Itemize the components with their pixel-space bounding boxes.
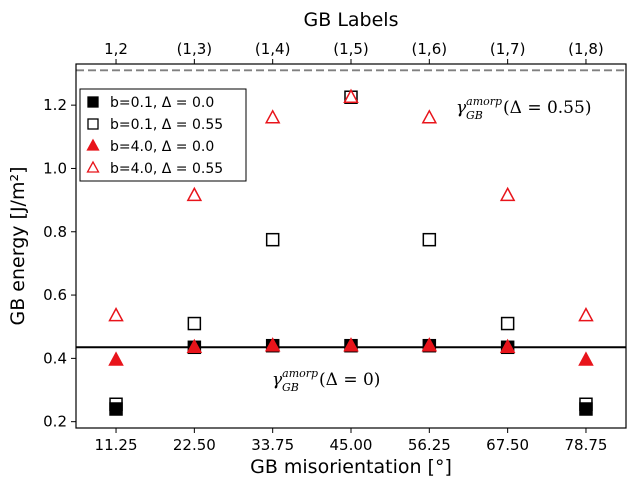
data-point-triangle [499, 186, 516, 202]
y-axis: 0.2 0.4 0.6 0.8 1.0 1.2 [43, 96, 76, 431]
data-point-triangle [343, 337, 359, 352]
y-tick-label: 0.6 [43, 286, 67, 304]
legend-label: b=0.1, Δ = 0.0 [110, 95, 214, 111]
top-tick-label: (1,7) [490, 40, 526, 58]
data-point-square [109, 402, 123, 416]
data-point-square [265, 232, 280, 247]
data-point-triangle [186, 186, 203, 202]
top-tick-label: (1,3) [177, 40, 213, 58]
data-point-triangle [578, 351, 594, 366]
top-x-axis: 1,2 (1,3) (1,4) (1,5) (1,6) (1,7) (1,8) [104, 40, 604, 64]
data-point-triangle [499, 338, 516, 354]
data-point-square [579, 397, 593, 412]
series-4 [108, 88, 594, 322]
legend-label: b=4.0, Δ = 0.55 [110, 161, 223, 177]
data-point-square [579, 402, 593, 416]
x-tick-label: 67.50 [486, 436, 529, 454]
series-2 [109, 90, 593, 412]
x-tick-label: 11.25 [95, 436, 138, 454]
y-axis-title: GB energy [J/m²] [7, 167, 29, 326]
data-point-triangle [186, 338, 203, 354]
x-tick-label: 78.75 [564, 436, 607, 454]
y-tick-label: 1.2 [43, 96, 67, 114]
y-tick-label: 0.2 [43, 413, 67, 431]
legend-marker [86, 160, 100, 173]
x-tick-label: 33.75 [251, 436, 294, 454]
x-tick-label: 45.00 [330, 436, 373, 454]
top-tick-label: (1,5) [333, 40, 369, 58]
bottom-x-axis: 11.25 22.50 33.75 45.00 56.25 67.50 78.75 [95, 428, 607, 454]
x-axis-title: GB misorientation [°] [250, 456, 452, 478]
annotation-amorphous-0.55: γamorp GB (Δ = 0.55) [456, 95, 591, 122]
top-tick-label: 1,2 [104, 40, 128, 58]
data-point-square [500, 316, 515, 331]
data-point-triangle [578, 307, 594, 322]
top-tick-label: (1,8) [568, 40, 604, 58]
top-axis-title: GB Labels [304, 9, 399, 31]
data-point-triangle [264, 337, 281, 352]
data-point-triangle [264, 109, 281, 124]
data-point-square [187, 316, 202, 331]
legend-label: b=4.0, Δ = 0.0 [110, 139, 214, 155]
series-layer [108, 88, 594, 416]
legend-label: b=0.1, Δ = 0.55 [110, 117, 223, 133]
legend-marker [87, 118, 99, 130]
y-tick-label: 0.8 [43, 223, 67, 241]
top-tick-label: (1,6) [412, 40, 448, 58]
data-point-triangle [343, 88, 359, 103]
y-tick-label: 0.4 [43, 349, 67, 367]
legend: b=0.1, Δ = 0.0 b=0.1, Δ = 0.55 b=4.0, Δ = … [79, 88, 247, 182]
top-tick-label: (1,4) [255, 40, 291, 58]
x-tick-label: 22.50 [173, 436, 216, 454]
legend-marker [87, 96, 99, 108]
legend-marker [86, 138, 100, 151]
data-point-triangle [421, 337, 438, 352]
data-point-triangle [108, 307, 124, 322]
data-point-triangle [108, 351, 124, 366]
annotation-amorphous-0: γamorp GB (Δ = 0) [272, 367, 380, 394]
legend-box [79, 88, 247, 182]
y-tick-label: 1.0 [43, 159, 67, 177]
data-point-square [109, 397, 123, 412]
series-3 [108, 337, 594, 366]
annotations: γamorp GB (Δ = 0.55) γamorp GB (Δ = 0) [272, 95, 591, 394]
x-tick-label: 56.25 [408, 436, 451, 454]
data-point-square [422, 232, 437, 247]
data-point-triangle [421, 109, 438, 124]
